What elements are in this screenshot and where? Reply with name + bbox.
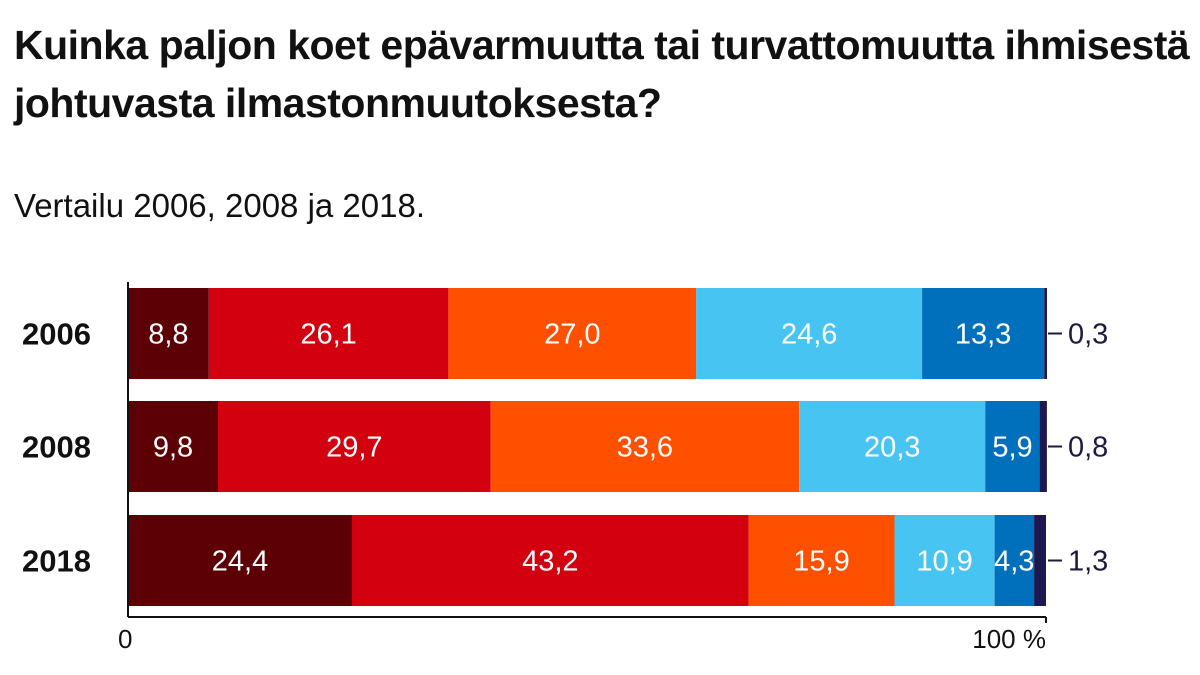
x-tick-label-100: 100 %: [972, 624, 1046, 654]
data-label-2008-3: 33,6: [617, 432, 673, 464]
data-label-2018-1: 24,4: [212, 546, 268, 578]
bar-segment-2008-3: [490, 401, 799, 492]
data-label-2006-2: 26,1: [300, 319, 356, 351]
data-label-2018-2: 43,2: [522, 546, 578, 578]
data-label-2008-4: 20,3: [864, 432, 920, 464]
bar-segment-2008-1: [128, 401, 218, 492]
data-label-2018-3: 15,9: [793, 546, 849, 578]
bar-segment-2006-5: [922, 288, 1045, 379]
data-label-2008-5: 5,9: [992, 432, 1032, 464]
bar-segment-2018-3: [748, 515, 895, 606]
data-label-2008-6: 0,8: [1068, 432, 1108, 464]
data-label-2018-5: 4,3: [994, 546, 1034, 578]
data-label-2006-4: 24,6: [781, 319, 837, 351]
data-label-2008-1: 9,8: [153, 432, 193, 464]
data-label-2018-4: 10,9: [916, 546, 972, 578]
chart-subtitle: Vertailu 2006, 2008 ja 2018.: [14, 187, 426, 224]
chart-title: Kuinka paljon koet epävarmuutta tai turv…: [14, 22, 1190, 126]
bar-segment-2006-2: [208, 288, 449, 379]
bar-segment-2008-4: [799, 401, 986, 492]
bar-segment-2018-5: [994, 515, 1035, 606]
bar-segment-2006-3: [448, 288, 697, 379]
bar-segment-2006-6: [1044, 288, 1047, 379]
category-label-2008: 2008: [22, 430, 91, 465]
category-label-2006: 2006: [22, 317, 91, 352]
bar-segment-2018-4: [894, 515, 995, 606]
bar-segment-2008-5: [985, 401, 1040, 492]
bar-segment-2006-4: [696, 288, 922, 379]
data-label-2006-3: 27,0: [544, 319, 600, 351]
data-label-2008-2: 29,7: [326, 432, 382, 464]
bar-segment-2006-1: [128, 288, 209, 379]
data-label-2018-6: 1,3: [1068, 546, 1108, 578]
category-label-2018: 2018: [22, 544, 91, 579]
bar-segment-2018-6: [1034, 515, 1046, 606]
bar-segment-2008-6: [1039, 401, 1047, 492]
data-label-2006-5: 13,3: [955, 319, 1011, 351]
data-label-2006-1: 8,8: [148, 319, 188, 351]
bar-segment-2018-2: [352, 515, 749, 606]
x-tick-label-0: 0: [118, 624, 132, 654]
bar-segment-2008-2: [218, 401, 491, 492]
data-label-2006-6: 0,3: [1068, 319, 1108, 351]
bar-segment-2018-1: [128, 515, 352, 606]
